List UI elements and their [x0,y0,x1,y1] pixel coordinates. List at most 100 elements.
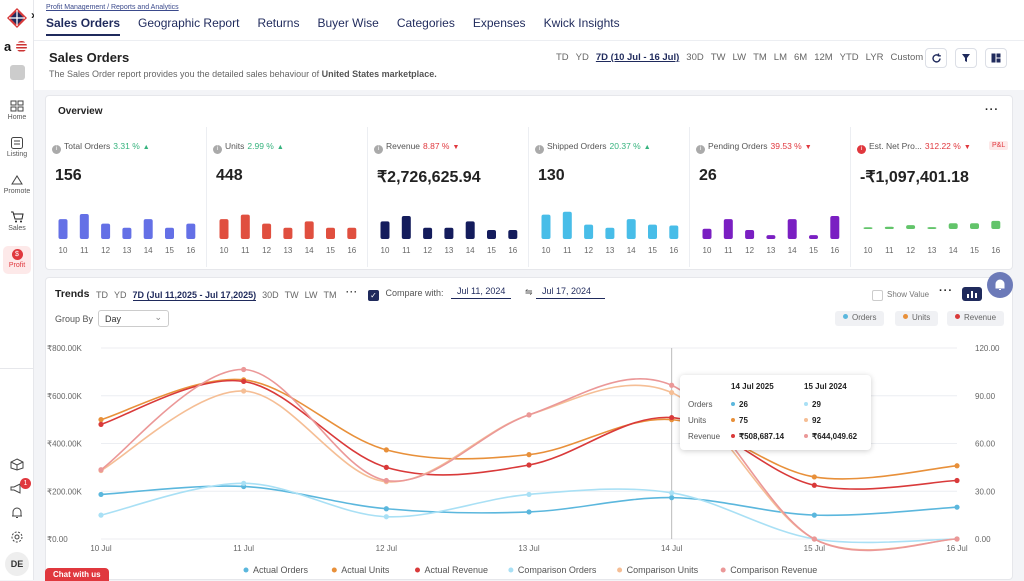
bell-icon[interactable] [10,506,24,519]
kpi-bar [830,215,840,239]
sidebar-item-profit[interactable]: $ Profit [3,246,31,274]
trends-range-more[interactable]: ··· [346,287,358,297]
chevron-down-icon: ⌄ [154,312,162,322]
kpi-bar [401,215,411,239]
info-icon: i [857,145,866,154]
kpi-bar [444,227,454,239]
tab-kwick-insights[interactable]: Kwick Insights [543,16,620,30]
kpi-bar [970,223,979,229]
sidebar-item-home[interactable]: Home [0,100,34,121]
legend-pill-revenue[interactable]: Revenue [947,311,1005,326]
kpi-bar [605,227,615,239]
compare-checkbox[interactable]: ✓ [368,290,379,301]
kpi-label: i Total Orders 3.31 % ▲ [52,141,150,154]
overview-more-button[interactable]: ··· [985,104,999,116]
tooltip-col-b: 15 Jul 2024 [804,382,847,391]
kpi-value: ₹2,726,625.94 [377,169,481,186]
range-6[interactable]: TM [753,52,767,63]
trend-range-6[interactable]: TM [323,290,337,300]
range-3[interactable]: 30D [686,52,704,63]
avatar[interactable]: DE [5,552,29,576]
trend-range-5[interactable]: LW [304,290,318,300]
app-logo[interactable] [7,8,27,28]
megaphone-icon[interactable] [10,482,24,495]
notification-bell-button[interactable] [987,272,1013,298]
range-8[interactable]: 6M [793,52,808,63]
swap-icon[interactable]: ⇋ [525,287,533,297]
range-11[interactable]: LYR [865,52,884,63]
trend-range-4[interactable]: TW [284,290,299,300]
kpi-day-label: 15 [970,246,979,255]
us-flag-icon[interactable] [16,41,27,52]
legend-pill-units[interactable]: Units [895,311,939,326]
range-7[interactable]: LM [773,52,787,63]
sidebar-item-sales[interactable]: Sales [0,211,34,232]
kpi-bar [122,227,132,239]
tab-categories[interactable]: Categories [396,16,455,30]
range-12[interactable]: Custom [890,52,924,63]
kpi-day-label: 14 [627,246,636,255]
trend-range-0[interactable]: TD [96,290,108,300]
legend-pill-orders[interactable]: Orders [835,311,885,326]
filter-button[interactable] [955,48,977,68]
range-4[interactable]: TW [710,52,726,63]
compare-toggle[interactable]: ✓ Compare with: [368,288,444,301]
trend-range-2[interactable]: 7D (Jul 11,2025 - Jul 17,2025) [132,290,257,301]
sidebar-item-listing[interactable]: Listing [0,137,34,158]
kpi-card[interactable]: i Shipped Orders 20.37 % ▲ 130 10 11 12 13 14 15 16 [529,127,690,267]
range-2[interactable]: 7D (10 Jul - 16 Jul) [595,52,680,63]
amazon-icon[interactable]: a [4,39,12,54]
user-icon[interactable] [10,65,25,80]
sidebar-item-label: Listing [6,151,28,158]
compare-label: Compare with: [385,288,444,298]
kpi-card[interactable]: i Total Orders 3.31 % ▲ 156 10 11 12 13 14 15 16 [46,127,207,267]
dot-orders [843,314,848,319]
pl-tag[interactable]: P&L [989,141,1009,150]
sidebar-divider [0,368,34,369]
kpi-card[interactable]: i Units 2.99 % ▲ 448 10 11 12 13 14 15 16 [207,127,368,267]
tab-returns[interactable]: Returns [257,16,300,30]
kpi-card[interactable]: i Est. Net Pro... 312.22 % ▼ -₹1,097,401.18 P… [851,127,1012,267]
dot-revenue [955,314,960,319]
tooltip-revenue-b: ₹644,049.62 [804,432,857,441]
kpi-bar [143,219,153,239]
caret-down-icon: ▼ [452,144,460,151]
sidebar-item-label: Home [7,114,27,121]
compare-date-from[interactable]: Jul 11, 2024 [451,286,512,299]
compare-date-to[interactable]: Jul 17, 2024 [536,286,606,299]
range-10[interactable]: YTD [839,52,859,63]
kpi-value: 156 [55,167,82,184]
chat-button[interactable]: Chat with us [45,568,109,581]
kpi-bar [906,225,916,229]
trends-more-button[interactable]: ··· [939,285,953,297]
settings-icon[interactable] [10,530,24,544]
layout-button[interactable] [985,48,1007,68]
trend-range-1[interactable]: YD [114,290,127,300]
tab-expenses[interactable]: Expenses [472,16,526,30]
show-value-checkbox[interactable] [872,290,883,301]
sidebar-item-promote[interactable]: Promote [0,174,34,195]
kpi-card[interactable]: i Revenue 8.87 % ▼ ₹2,726,625.94 10 11 12 13 14 15… [368,127,529,267]
tab-buyer-wise[interactable]: Buyer Wise [317,16,379,30]
group-by-select[interactable]: Day ⌄ [98,310,169,327]
trend-range-3[interactable]: 30D [262,290,279,300]
range-1[interactable]: YD [575,52,589,63]
refresh-button[interactable] [925,48,947,68]
overview-panel: Overview ··· i Total Orders 3.31 % ▲ 156 10 11… [45,95,1013,270]
dot [804,402,808,406]
range-9[interactable]: 12M [814,52,833,63]
kpi-change: 2.99 % [247,141,274,151]
kpi-bar [745,230,755,239]
range-5[interactable]: LW [732,52,747,63]
kpi-bar [809,235,818,239]
tab-sales-orders[interactable]: Sales Orders [46,16,121,36]
kpi-day-label: 15 [165,246,174,255]
kpi-day-label: 10 [703,246,712,255]
range-0[interactable]: TD [556,52,569,63]
show-value-label: Show Value [887,290,930,299]
kpi-card[interactable]: i Pending Orders 39.53 % ▼ 26 10 11 12 13 14 15 16 [690,127,851,267]
box-icon[interactable] [10,458,24,471]
info-icon: i [213,145,222,154]
tab-geographic-report[interactable]: Geographic Report [138,16,240,30]
breadcrumb[interactable]: Profit Management / Reports and Analytic… [46,4,179,11]
